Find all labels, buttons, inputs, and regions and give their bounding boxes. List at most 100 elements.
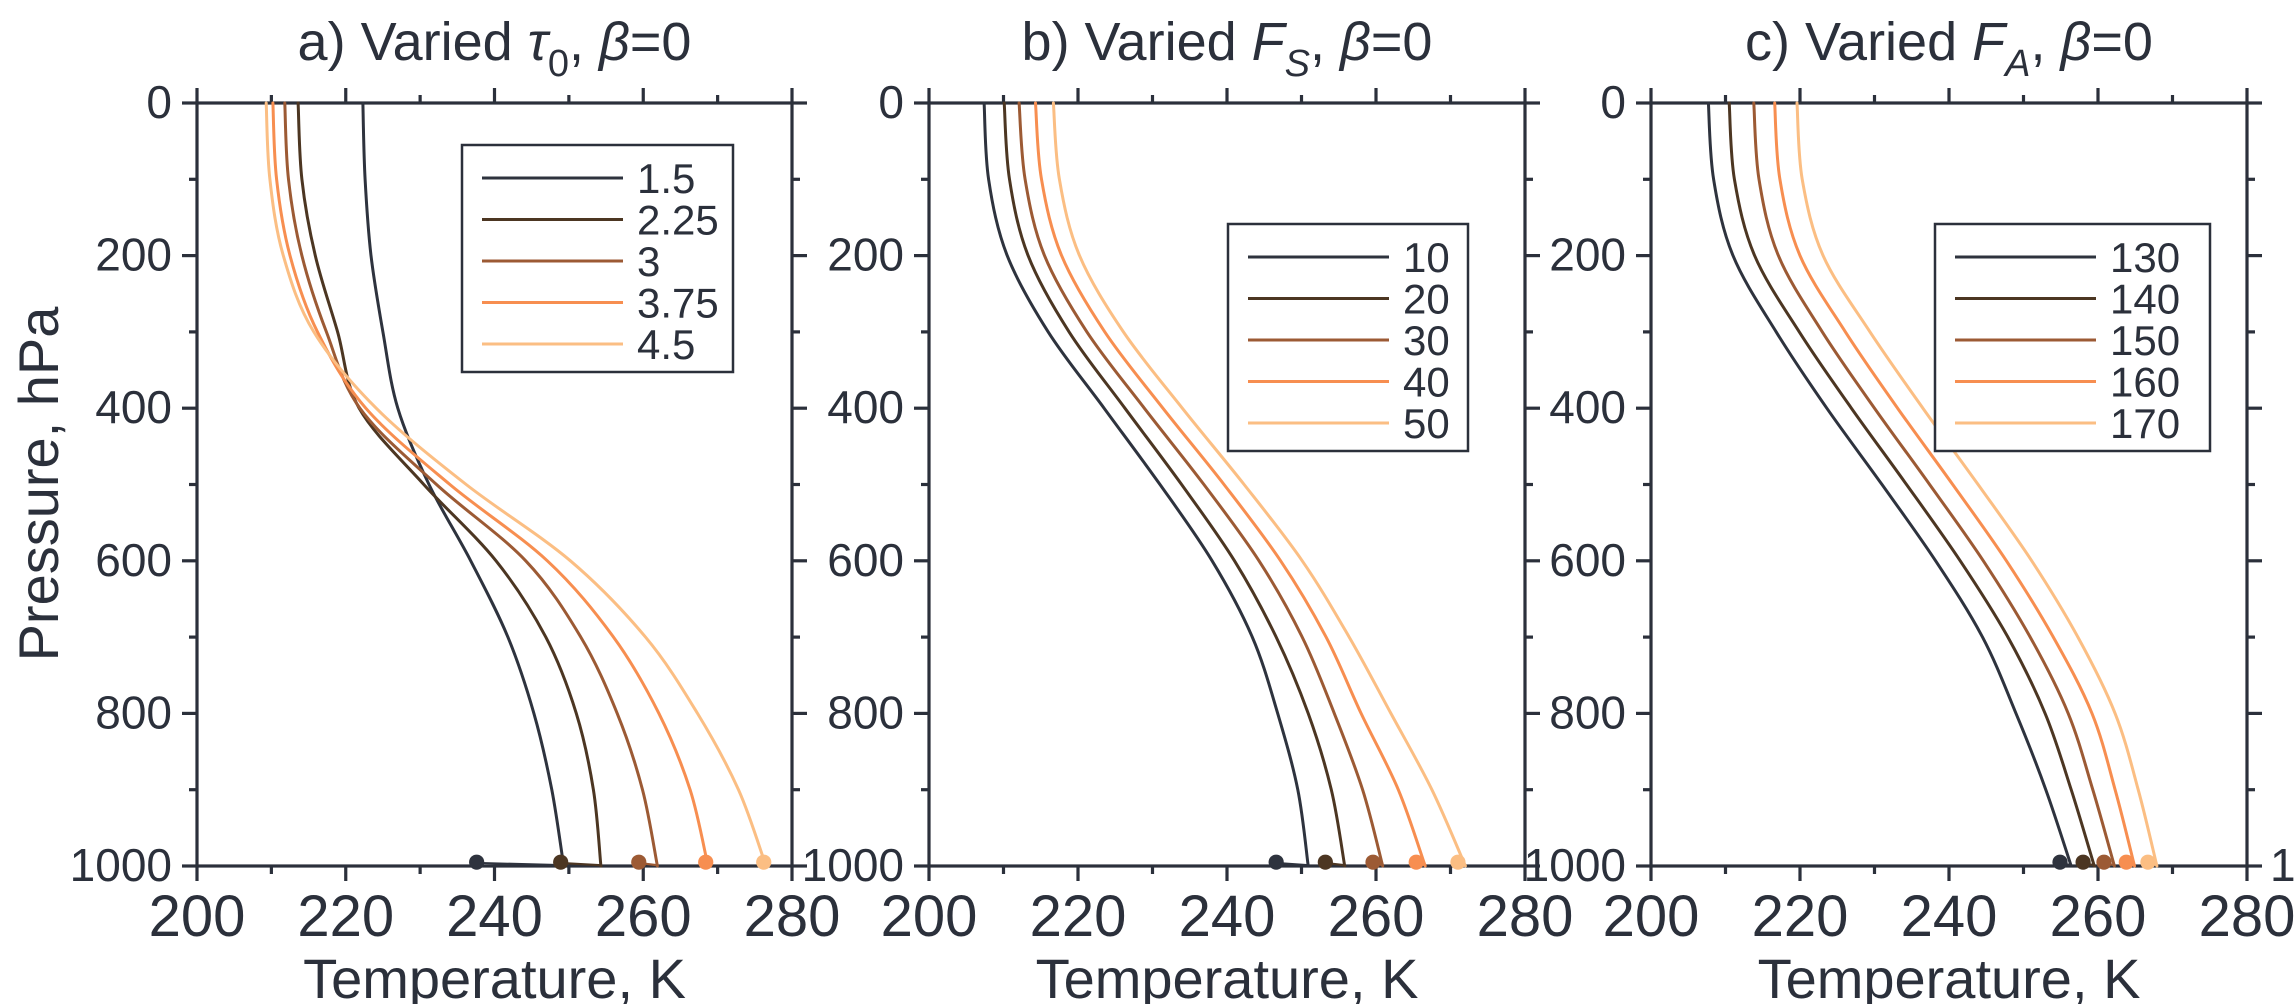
legend-box [1226,222,1470,453]
title-part: , [569,12,599,72]
ticks [914,88,1540,881]
curve-c-130 [1706,101,2073,868]
curve-a-1.5 [361,101,566,868]
curve-a-2.25 [296,101,603,868]
legend-label-160: 160 [2110,359,2180,406]
x-tick-label: 220 [1752,884,1849,949]
y-tick-label: 800 [1549,686,1626,738]
title-part: a) Varied [298,12,528,72]
y-tick-label: 0 [1600,76,1626,128]
surface-dot-a-3.75 [698,854,714,870]
y-tick-label: 200 [1549,229,1626,281]
legend-box [460,143,735,374]
surface-dot-b-50 [1450,854,1466,870]
x-tick-label: 260 [2050,884,2147,949]
y-tick-label: 1000 [70,839,172,891]
y-tick-label: 800 [827,686,904,738]
y-tick-labels: 0 200 400 600 800 1000 [802,76,904,891]
x-tick-label: 280 [1477,884,1574,949]
panel-b: 200 220 240 260 280 0 200 400 600 800 1000 10203040… [802,12,1574,1004]
surface-connector-1.5 [476,861,564,867]
ticks [1636,88,2262,881]
y-tick-label: 1000 [1524,839,1626,891]
curve-c-170 [1795,101,2159,868]
surface-dot-c-160 [2118,854,2134,870]
x-tick-label: 200 [149,884,246,949]
x-tick-label: 220 [1030,884,1127,949]
x-tick-labels: 200 220 240 260 280 [149,884,841,949]
curve-b-10 [982,101,1310,868]
y-tick-label: 400 [1549,381,1626,433]
x-tick-label: 200 [1603,884,1700,949]
legend-box [1933,222,2212,453]
title-part: β [2059,12,2092,72]
title-part: c) Varied [1745,12,1972,72]
surface-dot-c-170 [2140,854,2156,870]
surface-dot-b-40 [1408,854,1424,870]
x-tick-labels: 200 220 240 260 280 [881,884,1574,949]
surface-dot-a-2.25 [553,854,569,870]
surface-dot-b-10 [1268,854,1284,870]
x-tick-label: 260 [595,884,692,949]
clipped-ylabel-fragment: 1 [2270,839,2296,891]
curve-b-50 [1051,101,1467,868]
title-part: , [2030,12,2060,72]
x-tick-label: 200 [881,884,978,949]
surface-dot-a-4.5 [756,854,772,870]
legend-label-150: 150 [2110,317,2180,364]
y-tick-label: 400 [827,381,904,433]
x-tick-label: 240 [446,884,543,949]
title-part: β [597,12,630,72]
legend-label-140: 140 [2110,276,2180,323]
title-part: S [1285,43,1310,85]
title-part: τ [528,12,551,72]
y-tick-label: 800 [95,686,172,738]
y-tick-label: 600 [827,534,904,586]
x-tick-label: 240 [1179,884,1276,949]
surface-dot-c-130 [2052,854,2068,870]
x-tick-label: 240 [1901,884,1998,949]
panel-title-b: b) Varied FS, β=0 [1022,12,1433,85]
legend-label-3.75: 3.75 [637,280,719,327]
panel-title-c: c) Varied FA, β=0 [1745,12,2153,85]
x-axis-label-a: Temperature, K [303,947,686,1004]
x-tick-label: 220 [297,884,394,949]
y-tick-label: 0 [878,76,904,128]
legend-label-30: 30 [1403,317,1450,364]
title-part: F [1972,12,2008,72]
curve-b-20 [1002,101,1347,868]
legend-label-10: 10 [1403,234,1450,281]
surface-dot-b-30 [1365,854,1381,870]
title-part: b) Varied [1022,12,1252,72]
curve-c-140 [1727,101,2096,868]
y-tick-labels: 0 200 400 600 800 1000 [70,76,172,891]
title-part: 0 [548,43,569,85]
x-axis-label-c: Temperature, K [1758,947,2141,1004]
legend-label-3: 3 [637,238,660,285]
y-tick-label: 400 [95,381,172,433]
legend-label-4.5: 4.5 [637,321,695,368]
legend-label-130: 130 [2110,234,2180,281]
curve-c-160 [1773,101,2136,868]
title-part: F [1252,12,1288,72]
axis-box [1649,101,2249,868]
title-part: =0 [1371,12,1433,72]
surface-dot-c-150 [2096,854,2112,870]
x-tick-label: 280 [744,884,841,949]
surface-dot-a-1.5 [469,854,485,870]
x-tick-labels: 200 220 240 260 280 [1603,884,2296,949]
panel-a: 200 220 240 260 280020040060080010001.52.253… [70,12,841,1004]
curve-a-4.5 [264,101,768,868]
x-axis-label-b: Temperature, K [1036,947,1419,1004]
legend-label-2.25: 2.25 [637,197,719,244]
title-part: A [2003,43,2030,85]
y-tick-label: 600 [1549,534,1626,586]
curve-c-150 [1752,101,2116,868]
y-tick-label: 0 [146,76,172,128]
legend-label-170: 170 [2110,400,2180,447]
curve-a-3 [283,101,659,868]
